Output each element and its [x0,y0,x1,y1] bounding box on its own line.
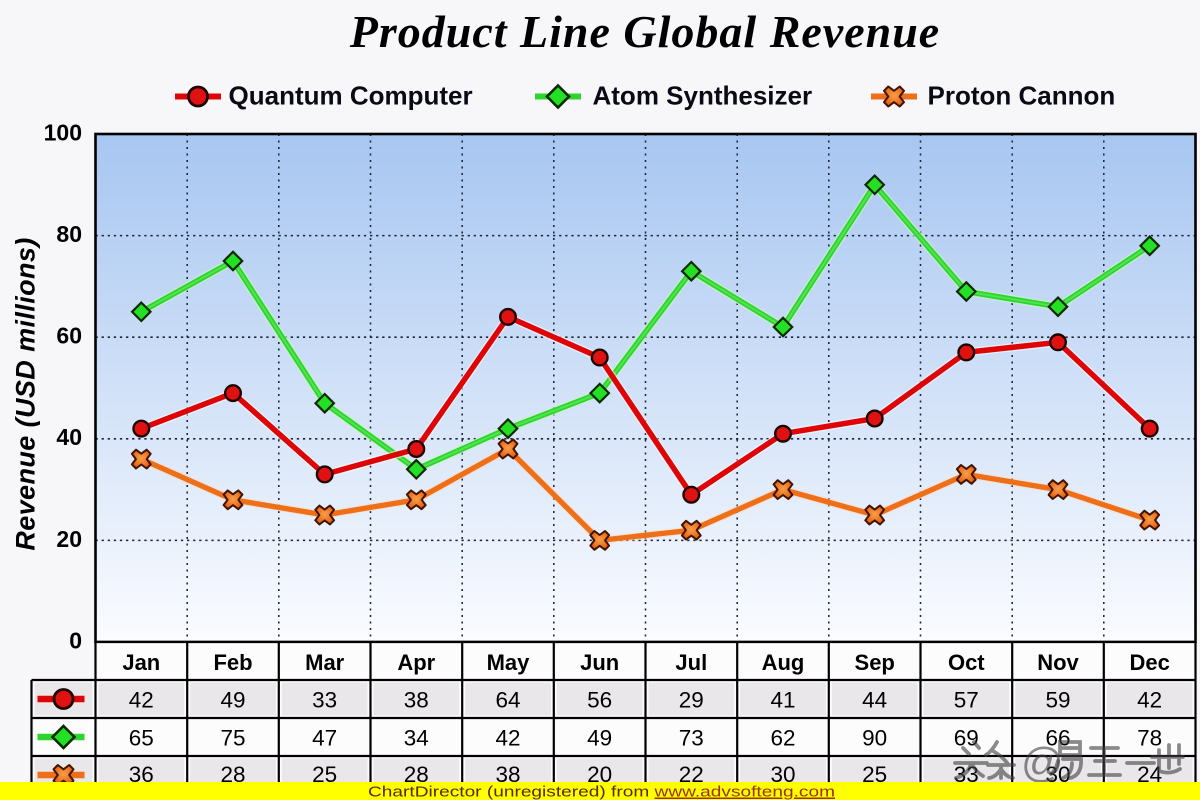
svg-text:Dec: Dec [1130,650,1170,675]
svg-text:44: 44 [862,687,887,712]
svg-text:Jul: Jul [675,650,707,675]
svg-text:64: 64 [495,687,520,712]
svg-text:62: 62 [770,725,795,750]
svg-text:60: 60 [56,323,82,349]
svg-text:75: 75 [220,725,245,750]
svg-text:42: 42 [495,725,520,750]
svg-text:Feb: Feb [213,650,252,675]
svg-text:38: 38 [404,687,429,712]
svg-text:59: 59 [1045,687,1070,712]
svg-text:29: 29 [679,687,704,712]
svg-text:69: 69 [954,725,979,750]
svg-text:Oct: Oct [948,650,985,675]
svg-text:Jan: Jan [122,650,160,675]
svg-text:78: 78 [1137,725,1162,750]
svg-text:Revenue (USD millions): Revenue (USD millions) [11,237,41,550]
svg-text:47: 47 [312,725,337,750]
svg-text:Sep: Sep [855,650,895,675]
svg-text:42: 42 [1137,687,1162,712]
svg-text:Product Line Global Revenue: Product Line Global Revenue [349,6,940,57]
svg-text:Proton Cannon: Proton Cannon [928,81,1116,111]
svg-text:May: May [487,650,531,675]
svg-text:34: 34 [404,725,429,750]
svg-text:57: 57 [954,687,979,712]
svg-text:Nov: Nov [1037,650,1079,675]
svg-text:73: 73 [679,725,704,750]
svg-text:100: 100 [44,119,82,145]
svg-text:90: 90 [862,725,887,750]
svg-text:Quantum Computer: Quantum Computer [229,81,473,111]
svg-text:20: 20 [56,526,82,552]
svg-text:Jun: Jun [580,650,619,675]
svg-text:33: 33 [312,687,337,712]
svg-text:49: 49 [220,687,245,712]
svg-text:Mar: Mar [305,650,345,675]
svg-text:Apr: Apr [397,650,435,675]
svg-text:@: @ [1021,739,1064,786]
svg-text:56: 56 [587,687,612,712]
svg-text:Aug: Aug [762,650,805,675]
svg-text:42: 42 [129,687,154,712]
svg-text:41: 41 [770,687,795,712]
svg-text:40: 40 [56,424,82,450]
svg-text:Atom Synthesizer: Atom Synthesizer [593,81,813,111]
svg-text:ChartDirector (unregistered) f: ChartDirector (unregistered) from www.ad… [368,784,835,800]
svg-text:49: 49 [587,725,612,750]
svg-text:0: 0 [69,627,82,653]
svg-text:80: 80 [56,221,82,247]
svg-text:65: 65 [129,725,154,750]
